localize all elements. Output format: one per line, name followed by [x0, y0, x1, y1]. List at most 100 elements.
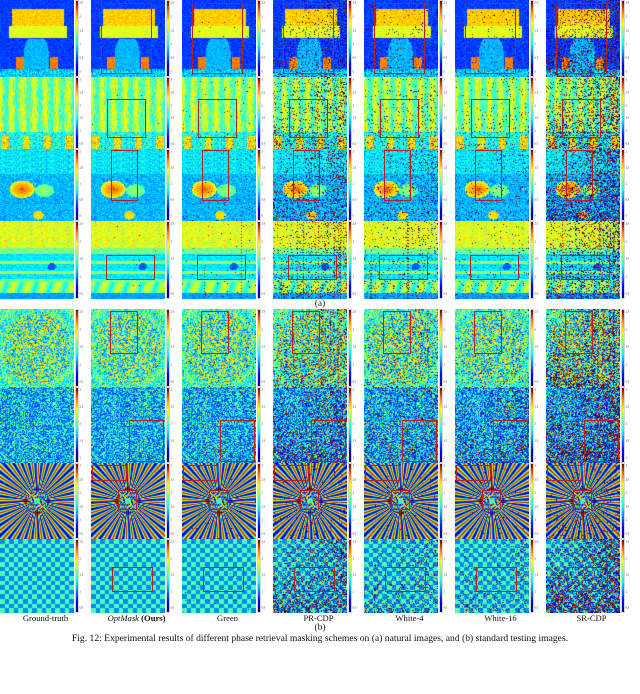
- cell-checkerboard-white-16: 2.5 2 1.5 1 0.5: [455, 539, 546, 613]
- column-label-italic: OptMask: [107, 613, 139, 623]
- colorbar-tick-label: 1.5: [352, 117, 357, 121]
- cell-fingerprint-circular-green: 2.5 2 1.5 1 0.5: [182, 309, 273, 387]
- colorbar-tick-label: 1: [443, 519, 445, 523]
- colorbar-tick-label: 1: [352, 182, 354, 186]
- colorbar-tick-label: 0.5: [79, 56, 84, 60]
- colorbar-tick-label: 1.5: [261, 345, 266, 349]
- image-row-arc-de-triomphe: 2.5 2 1.5 1 0.5 0 2.5 2 1.5 1 0.5 0 2.5 2 1.5 1 0.5 0 2.5 2…: [0, 0, 640, 77]
- colorbar-tick-label: 2.5: [534, 310, 539, 314]
- colorbar-tick-label: 1: [261, 456, 263, 460]
- colorbar-tick-label: 1: [443, 43, 445, 47]
- colorbar-tick-label: 1.5: [625, 117, 630, 121]
- image-row-urban-building: 2.5 2 1.5 1 0.5 2.5 2 1.5 1 0.5 2.5 2 1.5 1 0.5 2.5 2 1.5…: [0, 221, 640, 299]
- colorbar-tick-label: 1.5: [79, 117, 84, 121]
- heatmap-blobby-texture-optmask-ours: [91, 387, 165, 463]
- colorbar-tick-label: 0: [170, 70, 172, 74]
- colorbar-tick-label: 0.5: [170, 606, 175, 610]
- heatmap-checkerboard-white-4: [364, 539, 438, 613]
- colorbar-tick-label: 1: [352, 590, 354, 594]
- colorbar-tick-label: 0.5: [261, 56, 266, 60]
- colorbar-tick-label: 2: [170, 104, 172, 108]
- colorbar-tick-label: 0.5: [534, 606, 539, 610]
- cell-urban-building-pr-cdp: 2.5 2 1.5 1 0.5: [273, 221, 364, 299]
- cell-urban-building-green: 2.5 2 1.5 1 0.5: [182, 221, 273, 299]
- colorbar-tick-label: 2.5: [534, 91, 539, 95]
- heatmap-blobby-texture-pr-cdp: [273, 387, 347, 463]
- colorbar-tick-label: 1.5: [625, 345, 630, 349]
- colorbar: 3 2.5 2 1.5 1 0.5: [166, 77, 179, 149]
- colorbar-tick-label: 0.5: [534, 198, 539, 202]
- colorbar-tick-label: 0: [625, 70, 627, 74]
- colorbar-tick-label: 2: [352, 422, 354, 426]
- colorbar: 2.5 2 1.5 1 0.5: [257, 221, 270, 299]
- colorbar-tick-label: 1: [625, 129, 627, 133]
- colorbar-tick-label: 1.5: [352, 345, 357, 349]
- heatmap-blobby-texture-ground-truth: [0, 387, 74, 463]
- colorbar-tick-label: 2: [79, 557, 81, 561]
- colorbar-tick-label: 1.5: [625, 257, 630, 261]
- colorbar-ticks: 2.5 2 1.5 1 0.5: [170, 309, 179, 387]
- colorbar: 2.5 2 1.5 1 0.5 0: [621, 0, 634, 77]
- cell-arc-de-triomphe-white-16: 2.5 2 1.5 1 0.5 0: [455, 0, 546, 77]
- colorbar-ticks: 3 2.5 2 1.5 1 0.5: [261, 463, 270, 539]
- cell-landscape-foliage-white-16: 2 1.5 1 0.5 0: [455, 149, 546, 221]
- colorbar-tick-label: 0.5: [443, 380, 448, 384]
- heatmap-checkerboard-green: [182, 539, 256, 613]
- colorbar-tick-label: 1: [170, 519, 172, 523]
- column-label-bold: (Ours): [139, 613, 166, 623]
- cell-blobby-texture-sr-cdp: 3 2.5 2 1.5 1: [546, 387, 637, 463]
- image-row-checkerboard: 2.5 2 1.5 1 0.5 2.5 2 1.5 1 0.5 2.5 2 1.5 1 0.5 2.5 2 1.5…: [0, 539, 640, 613]
- colorbar-tick-label: 2.5: [625, 478, 630, 482]
- heatmap-landscape-foliage-white-4: [364, 149, 438, 221]
- colorbar-tick-label: 3: [261, 78, 263, 82]
- colorbar-tick-label: 0.5: [625, 606, 630, 610]
- colorbar-tick-label: 2: [79, 240, 81, 244]
- colorbar-tick-label: 2: [170, 491, 172, 495]
- colorbar-ticks: 2.5 2 1.5 1 0.5: [625, 221, 634, 299]
- colorbar-tick-label: 1: [79, 182, 81, 186]
- colorbar-tick-label: 1.5: [79, 257, 84, 261]
- colorbar-tick-label: 2.5: [352, 1, 357, 5]
- colorbar: 2.5 2 1.5 1 0.5: [621, 221, 634, 299]
- colorbar-tick-label: 1: [443, 590, 445, 594]
- colorbar-tick-label: 2.5: [170, 310, 175, 314]
- colorbar-tick-label: 3: [443, 388, 445, 392]
- colorbar: 3 2.5 2 1.5 1 0.5: [75, 77, 88, 149]
- colorbar-tick-label: 2.5: [79, 405, 84, 409]
- colorbar-tick-label: 1.5: [79, 345, 84, 349]
- heatmap-checkerboard-pr-cdp: [273, 539, 347, 613]
- colorbar-tick-label: 3: [625, 464, 627, 468]
- colorbar-tick-label: 2: [352, 15, 354, 19]
- heatmap-forest-white-16: [455, 77, 529, 149]
- colorbar-tick-label: 0: [261, 70, 263, 74]
- colorbar-tick-label: 1.5: [534, 573, 539, 577]
- colorbar-ticks: 3 2.5 2 1.5 1 0.5: [261, 77, 270, 149]
- heatmap-siemens-star-optmask-ours: [91, 463, 165, 539]
- colorbar-tick-label: 2: [261, 15, 263, 19]
- colorbar-tick-label: 2.5: [534, 222, 539, 226]
- colorbar-tick-label: 2.5: [625, 1, 630, 5]
- colorbar-tick-label: 1.5: [534, 29, 539, 33]
- cell-fingerprint-circular-white-4: 2.5 2 1.5 1 0.5: [364, 309, 455, 387]
- colorbar-tick-label: 1: [79, 456, 81, 460]
- cell-fingerprint-circular-white-16: 2.5 2 1.5 1 0.5: [455, 309, 546, 387]
- colorbar-tick-label: 0.5: [625, 292, 630, 296]
- image-row-siemens-star: 3 2.5 2 1.5 1 0.5 3 2.5 2 1.5 1 0.5 3 2.5 2 1.5 1 0.5 3 2.5…: [0, 463, 640, 539]
- colorbar-tick-label: 0.5: [443, 532, 448, 536]
- colorbar-ticks: 2.5 2 1.5 1 0.5: [79, 309, 88, 387]
- colorbar-tick-label: 3: [170, 78, 172, 82]
- colorbar-tick-label: 2.5: [625, 310, 630, 314]
- colorbar-ticks: 3 2.5 2 1.5 1: [261, 387, 270, 463]
- colorbar-ticks: 3 2.5 2 1.5 1 0.5: [170, 463, 179, 539]
- heatmap-arc-de-triomphe-sr-cdp: [546, 0, 620, 77]
- heatmap-arc-de-triomphe-white-16: [455, 0, 529, 77]
- colorbar-ticks: 2.5 2 1.5 1 0.5: [534, 309, 543, 387]
- colorbar: 2.5 2 1.5 1 0.5: [530, 539, 543, 613]
- colorbar-tick-label: 1.5: [352, 257, 357, 261]
- colorbar-tick-label: 1.5: [170, 505, 175, 509]
- colorbar-tick-label: 0.5: [443, 198, 448, 202]
- colorbar: 2.5 2 1.5 1 0.5: [348, 309, 361, 387]
- colorbar-tick-label: 1.5: [443, 117, 448, 121]
- colorbar: 2.5 2 1.5 1 0.5: [166, 539, 179, 613]
- colorbar-ticks: 3 2.5 2 1.5 1 0.5: [79, 463, 88, 539]
